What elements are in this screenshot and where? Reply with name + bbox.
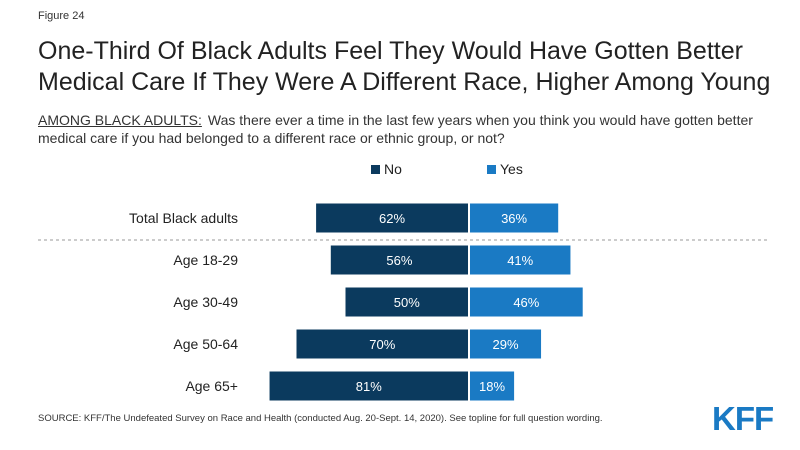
- data-label-no-age-50-64: 70%: [369, 337, 395, 352]
- question-body: Was there ever a time in the last few ye…: [38, 112, 753, 146]
- bar-no-age-65-: [269, 371, 468, 401]
- kff-logo: KFF: [712, 400, 774, 437]
- category-label-age-30-49: Age 30-49: [173, 294, 238, 310]
- data-label-yes-age-65-: 18%: [479, 379, 505, 394]
- legend-label-no: No: [384, 161, 402, 177]
- data-label-no-age-18-29: 56%: [386, 253, 412, 268]
- legend-item-no: No: [371, 161, 402, 177]
- legend-item-yes: Yes: [487, 161, 523, 177]
- bar-yes-age-50-64: [470, 329, 542, 359]
- data-label-no-total-black-adults: 62%: [379, 211, 405, 226]
- category-label-total-black-adults: Total Black adults: [129, 210, 238, 226]
- question-prefix: AMONG BLACK ADULTS:: [38, 112, 202, 128]
- bar-no-age-18-29: [330, 245, 468, 275]
- legend-swatch-yes: [487, 164, 496, 174]
- bar-no-age-30-49: [345, 287, 468, 317]
- source-note: SOURCE: KFF/The Undefeated Survey on Rac…: [38, 413, 603, 424]
- bar-no-age-50-64: [296, 329, 468, 359]
- chart-title: One-Third Of Black Adults Feel They Woul…: [38, 37, 771, 96]
- data-label-yes-age-18-29: 41%: [507, 253, 533, 268]
- figure-label: Figure 24: [38, 10, 85, 22]
- category-label-age-65-: Age 65+: [185, 378, 238, 394]
- data-label-no-age-30-49: 50%: [394, 295, 420, 310]
- bar-no-total-black-adults: [316, 203, 468, 233]
- bar-yes-age-18-29: [470, 245, 571, 275]
- category-label-age-50-64: Age 50-64: [173, 336, 238, 352]
- bar-yes-total-black-adults: [470, 203, 559, 233]
- data-label-yes-age-50-64: 29%: [493, 337, 519, 352]
- question-text: AMONG BLACK ADULTS: Was there ever a time…: [38, 111, 778, 147]
- data-label-yes-total-black-adults: 36%: [501, 211, 527, 226]
- diverging-bar-chart: Total Black adults 62% 36% Age 18-29 56% 41% A…: [38, 203, 770, 401]
- category-label-age-18-29: Age 18-29: [173, 252, 238, 268]
- bar-yes-age-65-: [470, 371, 515, 401]
- data-label-no-age-65-: 81%: [356, 379, 382, 394]
- legend-label-yes: Yes: [500, 161, 523, 177]
- bar-yes-age-30-49: [470, 287, 583, 317]
- legend-swatch-no: [371, 164, 380, 174]
- data-label-yes-age-30-49: 46%: [513, 295, 539, 310]
